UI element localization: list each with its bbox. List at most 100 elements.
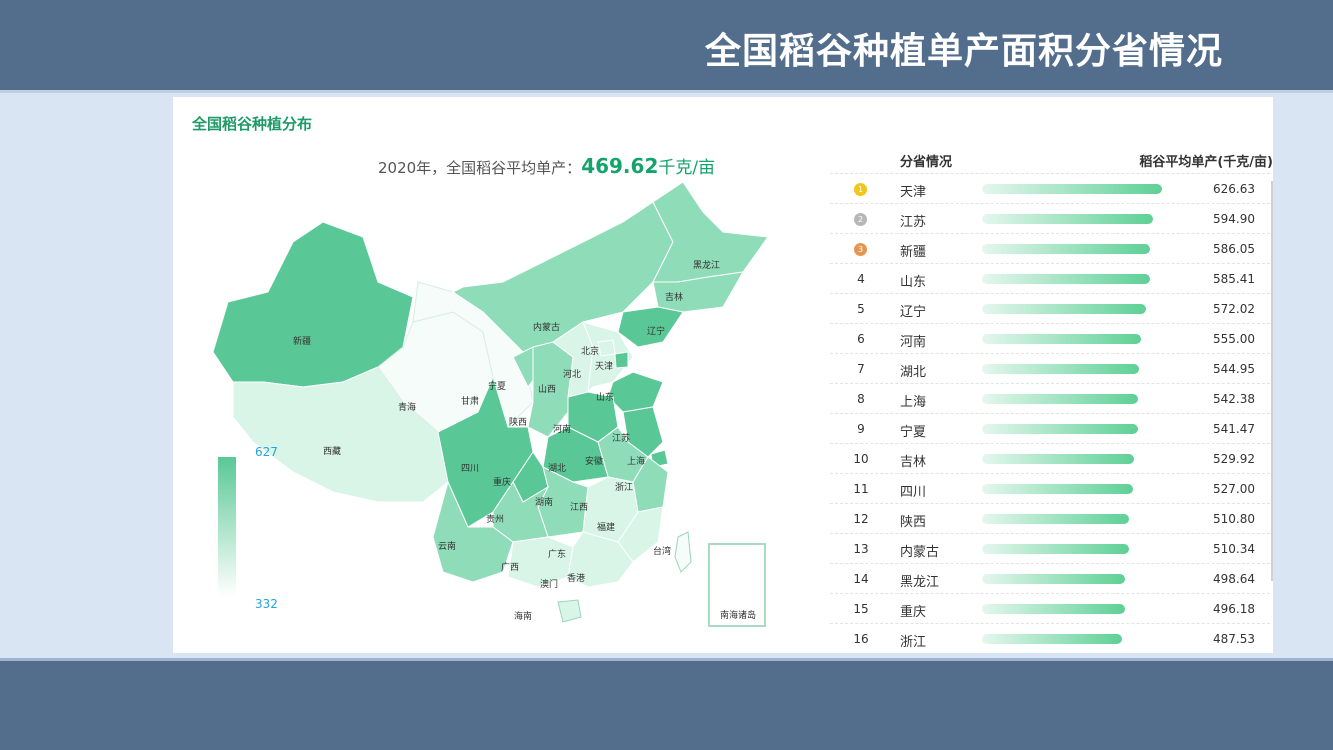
province-name: 江苏 (900, 215, 927, 230)
footer-bar (0, 658, 1333, 750)
label-shanxi: 山西 (538, 384, 556, 395)
rank-number: 6 (857, 332, 865, 346)
region-hainan[interactable] (557, 599, 582, 623)
value-text: 527.00 (1213, 482, 1255, 496)
region-hebei[interactable] (582, 321, 634, 394)
value-text: 544.95 (1213, 362, 1255, 376)
label-ningxia: 宁夏 (488, 380, 506, 392)
label-henan: 河南 (553, 423, 571, 435)
ranking-row[interactable]: 14 黑龙江 498.64 (830, 563, 1270, 593)
ranking-row[interactable]: 11 四川 527.00 (830, 473, 1270, 503)
value-bar (982, 334, 1142, 344)
province-name: 四川 (900, 485, 927, 500)
label-hubei: 湖北 (548, 463, 566, 474)
value-bar (982, 394, 1138, 404)
value-bar-track (982, 214, 1182, 224)
region-jiangsu[interactable] (622, 406, 664, 458)
ranking-row[interactable]: 3 新疆 586.05 (830, 233, 1270, 263)
ranking-row[interactable]: 8 上海 542.38 (830, 383, 1270, 413)
label-guangdong: 广东 (548, 548, 566, 560)
value-bar (982, 184, 1162, 194)
value-bar-track (982, 634, 1182, 644)
ranking-row[interactable]: 2 江苏 594.90 (830, 203, 1270, 233)
summary-prefix: 2020年，全国稻谷平均单产： (378, 159, 582, 177)
ranking-row[interactable]: 1 天津 626.63 (830, 173, 1270, 203)
label-fujian: 福建 (597, 521, 615, 533)
value-bar (982, 604, 1125, 614)
value-bar-track (982, 394, 1182, 404)
region-beijing[interactable] (597, 339, 616, 357)
page-title: 全国稻谷种植单产面积分省情况 (704, 30, 1223, 72)
ranking-row[interactable]: 10 吉林 529.92 (830, 443, 1270, 473)
label-hebei: 河北 (563, 368, 581, 380)
col-value-header: 稻谷平均单产(千克/亩) (1139, 155, 1273, 170)
label-hainan: 海南 (514, 610, 532, 622)
value-text: 542.38 (1213, 392, 1255, 406)
label-qinghai: 青海 (398, 401, 416, 413)
rank-number: 7 (857, 362, 865, 376)
value-bar-track (982, 304, 1182, 314)
label-jilin: 吉林 (665, 291, 683, 303)
ranking-row[interactable]: 5 辽宁 572.02 (830, 293, 1270, 323)
bronze-medal-icon: 3 (854, 243, 867, 256)
header-divider (0, 90, 1333, 93)
value-text: 586.05 (1213, 242, 1255, 256)
province-name: 天津 (900, 185, 927, 200)
ranking-row[interactable]: 12 陕西 510.80 (830, 503, 1270, 533)
province-name: 内蒙古 (900, 545, 940, 560)
province-name: 宁夏 (900, 425, 927, 440)
silver-medal-icon: 2 (854, 213, 867, 226)
label-sichuan: 四川 (461, 464, 479, 474)
rank-number: 16 (853, 632, 869, 646)
region-yunnan[interactable] (432, 480, 514, 583)
value-bar-track (982, 184, 1182, 194)
label-anhui: 安徽 (585, 455, 603, 467)
label-shandong: 山东 (596, 391, 614, 403)
value-bar-track (982, 454, 1182, 464)
value-bar (982, 454, 1135, 464)
rank-number: 11 (853, 482, 869, 496)
value-bar-track (982, 364, 1182, 374)
region-guangdong[interactable] (567, 531, 634, 588)
rank-number: 9 (857, 422, 865, 436)
ranking-row[interactable]: 15 重庆 496.18 (830, 593, 1270, 623)
region-taiwan[interactable] (674, 531, 692, 573)
value-text: 555.00 (1213, 332, 1255, 346)
value-bar-track (982, 244, 1182, 254)
label-hunan: 湖南 (535, 496, 553, 508)
label-liaoning: 辽宁 (647, 325, 665, 337)
col-province-header: 分省情况 (900, 155, 953, 170)
label-tibet: 西藏 (323, 445, 341, 457)
label-shanghai: 上海 (627, 455, 645, 467)
distribution-panel: 全国稻谷种植分布 2020年，全国稻谷平均单产：469.62千克/亩 (173, 97, 1273, 653)
china-map[interactable]: 新疆 西藏 青海 甘肃 宁夏 内蒙古 黑龙江 吉林 辽宁 北京 天津 河北 山西… (203, 182, 813, 637)
value-bar-track (982, 424, 1182, 434)
scrollbar[interactable] (1271, 181, 1273, 581)
ranking-row[interactable]: 6 河南 555.00 (830, 323, 1270, 353)
panel-title: 全国稻谷种植分布 (192, 115, 313, 133)
value-bar (982, 214, 1153, 224)
region-xinjiang[interactable] (212, 221, 414, 388)
value-text: 510.80 (1213, 512, 1255, 526)
ranking-row[interactable]: 7 湖北 544.95 (830, 353, 1270, 383)
ranking-row[interactable]: 9 宁夏 541.47 (830, 413, 1270, 443)
rank-number: 15 (853, 602, 869, 616)
label-heilongjiang: 黑龙江 (693, 259, 720, 271)
label-jiangsu: 江苏 (612, 432, 630, 444)
region-tianjin[interactable] (614, 351, 629, 369)
value-text: 541.47 (1213, 422, 1255, 436)
ranking-row[interactable]: 4 山东 585.41 (830, 263, 1270, 293)
rank-number: 10 (853, 452, 869, 466)
value-bar-track (982, 514, 1182, 524)
legend-gradient[interactable] (218, 457, 236, 597)
ranking-row[interactable]: 16 浙江 487.53 (830, 623, 1270, 653)
province-name: 辽宁 (900, 305, 927, 320)
value-text: 487.53 (1213, 632, 1255, 646)
label-zhejiang: 浙江 (615, 481, 633, 493)
ranking-row[interactable]: 13 内蒙古 510.34 (830, 533, 1270, 563)
value-text: 496.18 (1213, 602, 1255, 616)
value-bar (982, 424, 1138, 434)
summary-unit: 千克/亩 (658, 158, 716, 178)
value-bar-track (982, 604, 1182, 614)
value-text: 510.34 (1213, 542, 1255, 556)
